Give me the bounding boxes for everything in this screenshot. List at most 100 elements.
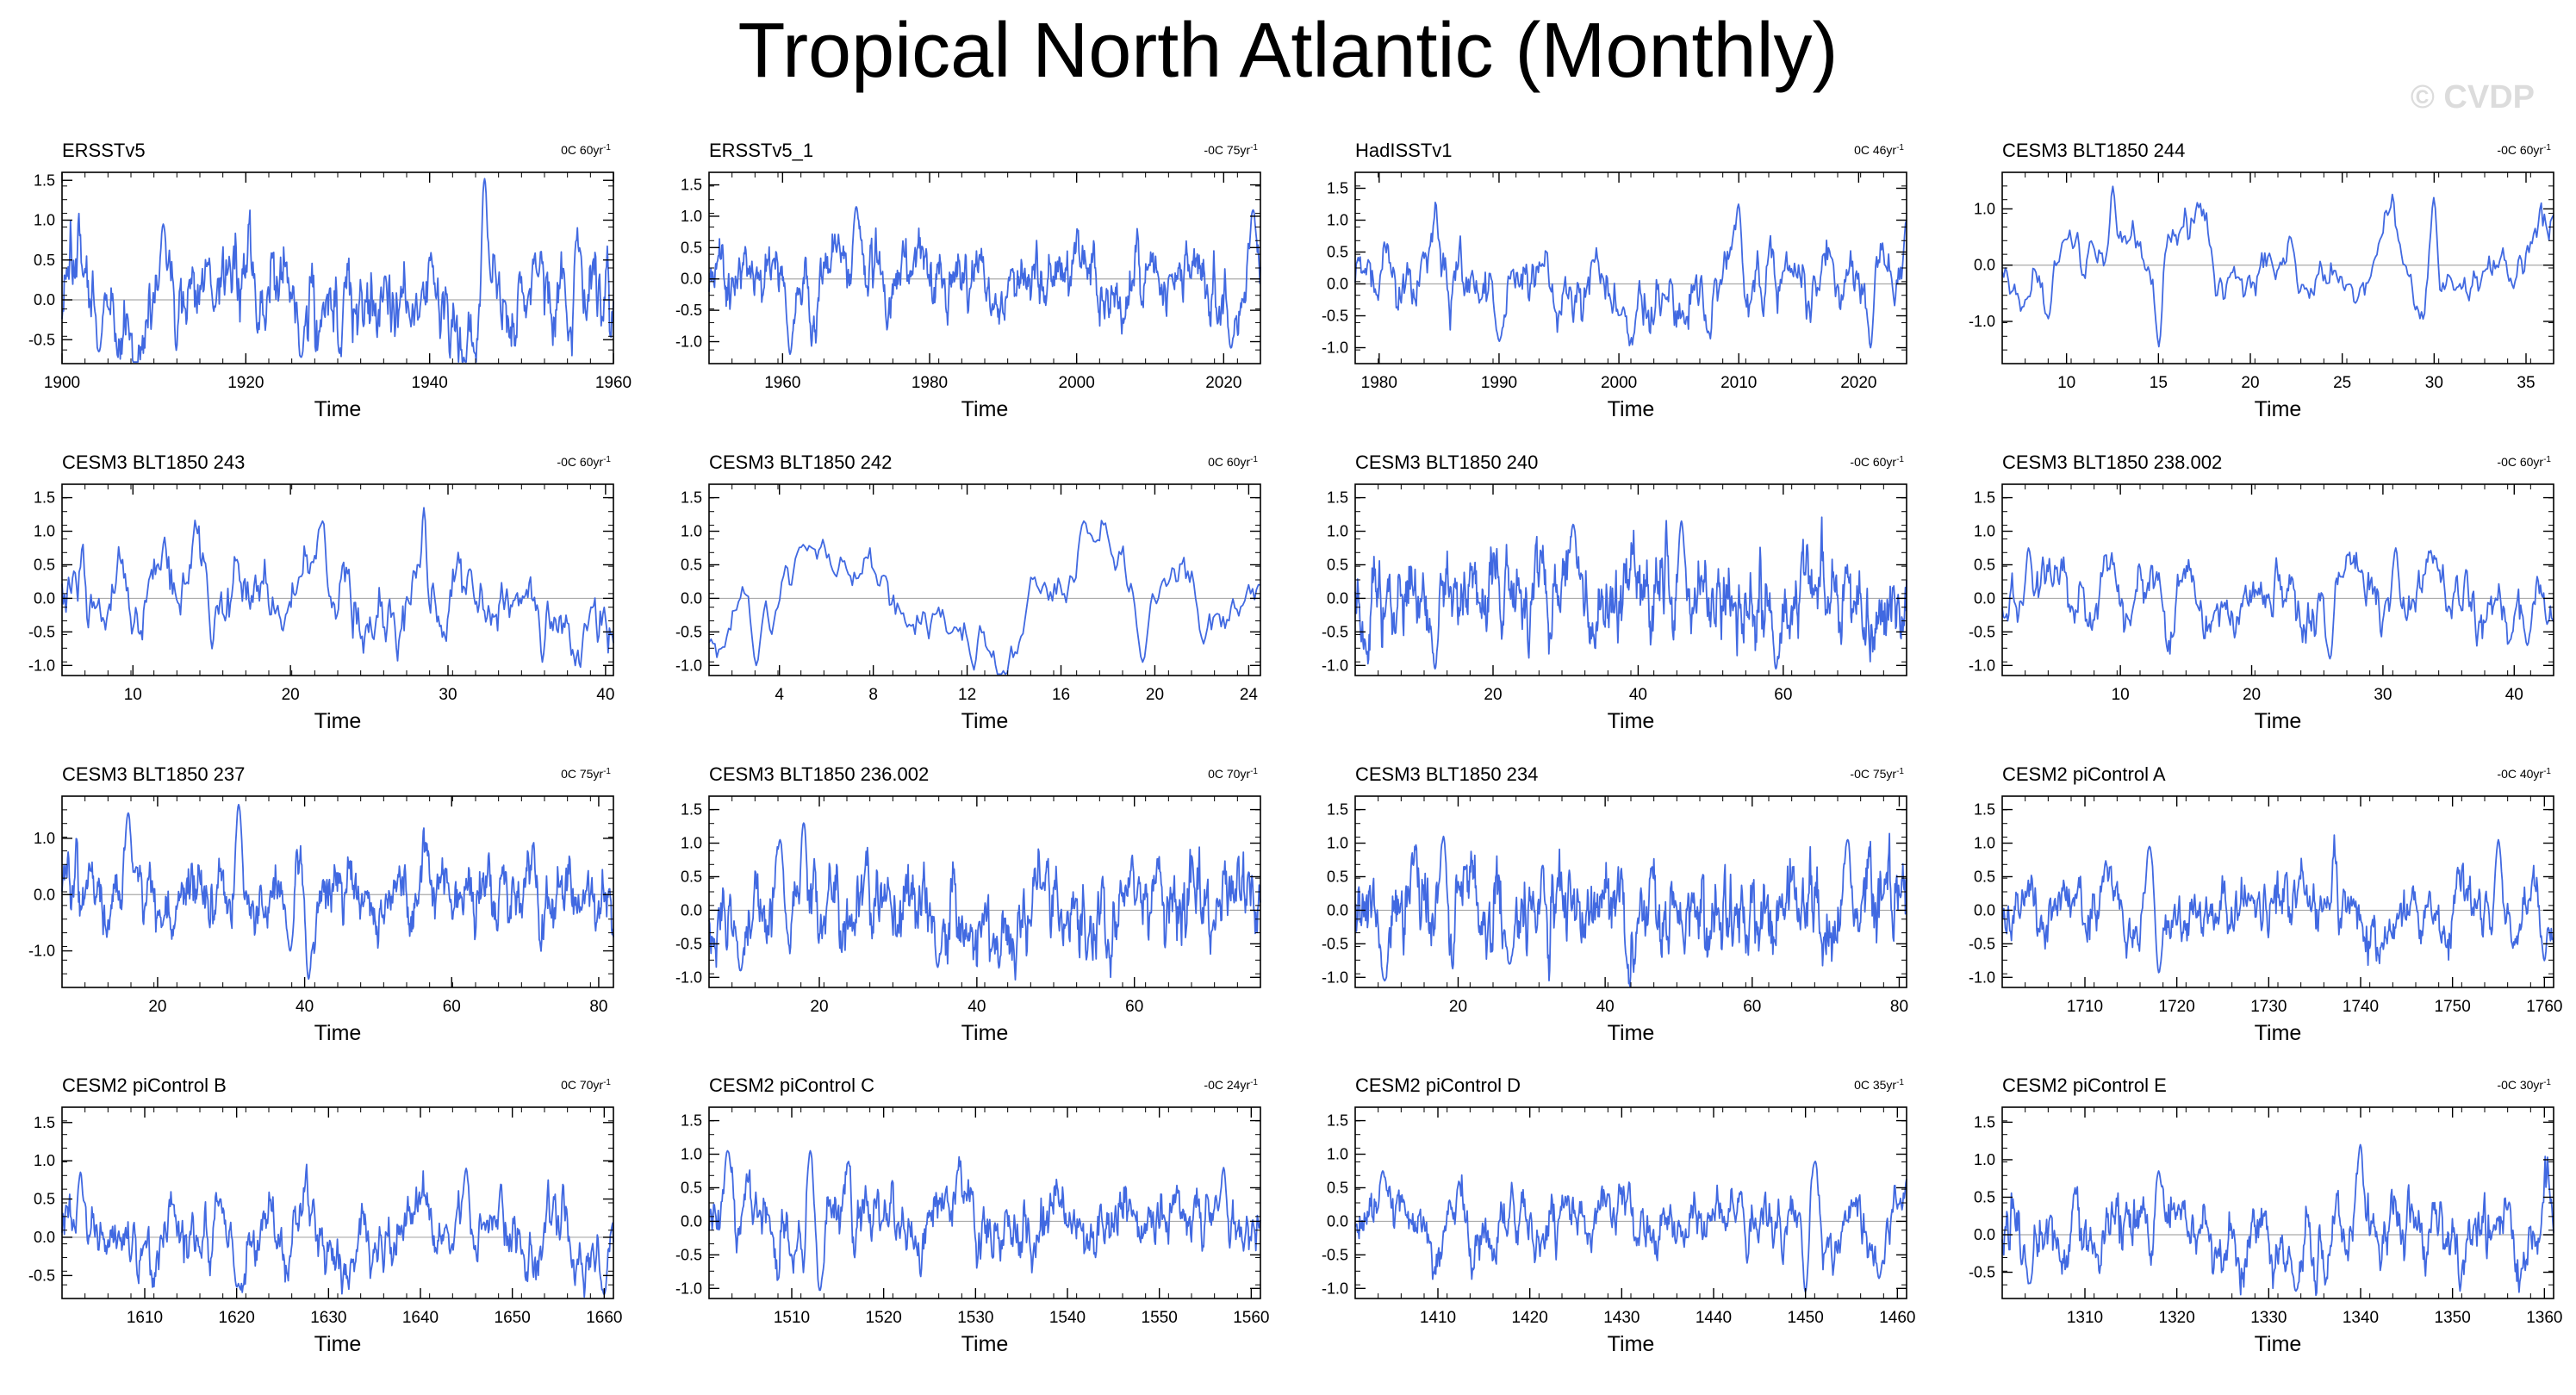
x-tick-label: 40 [2505, 686, 2523, 704]
y-tick-label: 1.5 [681, 801, 702, 819]
y-tick-label: -1.0 [1322, 657, 1348, 674]
y-tick-label: 1.5 [1974, 801, 1995, 819]
series-line [2001, 1143, 2554, 1297]
x-tick-label: 1760 [2526, 998, 2562, 1016]
x-tick-label: 1320 [2159, 1309, 2195, 1327]
x-tick-label: 20 [282, 686, 300, 704]
x-tick-label: 20 [810, 998, 828, 1016]
x-tick-label: 1640 [402, 1309, 439, 1327]
y-tick-label: 1.0 [34, 1152, 55, 1169]
x-tick-label: 1440 [1696, 1309, 1732, 1327]
x-tick-label: 1340 [2343, 1309, 2379, 1327]
y-tick-label: 1.0 [1327, 523, 1348, 540]
chart-panel: CESM2 piControl E -0C 30yr-1 1.5 1.0 0.5 0.0 -… [1969, 1074, 2563, 1356]
y-tick-label: 1.0 [1974, 200, 1995, 217]
trend-exponent: -1 [2543, 767, 2551, 776]
x-tick-label: 1750 [2435, 998, 2471, 1016]
trend-exponent: -1 [2543, 1078, 2551, 1087]
y-tick-label: 1.5 [34, 1114, 55, 1131]
trend-label: -0C 60yr-1 [557, 455, 611, 470]
x-axis-title: Time [314, 1021, 362, 1045]
panel-title: CESM3 BLT1850 244 [2002, 140, 2185, 161]
x-tick-label: 1360 [2526, 1309, 2562, 1327]
chart-panel: CESM2 piControl C -0C 24yr-1 1.5 1.0 0.5 0.0 -… [675, 1074, 1270, 1356]
y-tick-label: 1.5 [1974, 489, 1995, 507]
y-tick-label: 0.0 [681, 589, 702, 607]
trend-exponent: -1 [1250, 767, 1258, 776]
y-tick-label: 1.0 [681, 208, 702, 225]
x-tick-label: 1920 [227, 374, 264, 392]
y-tick-label: -0.5 [675, 302, 702, 319]
y-tick-label: -0.5 [1322, 623, 1348, 640]
trend-exponent: -1 [1250, 455, 1258, 464]
panel-title: CESM3 BLT1850 242 [709, 452, 892, 473]
x-tick-label: 1310 [2067, 1309, 2103, 1327]
x-tick-label: 40 [1596, 998, 1615, 1016]
watermark: © CVDP [2410, 79, 2535, 115]
x-axis-title: Time [1608, 1332, 1655, 1356]
x-tick-label: 1990 [1481, 374, 1517, 392]
x-tick-label: 4 [775, 686, 784, 704]
y-tick-label: 1.5 [681, 489, 702, 507]
x-tick-label: 1980 [1361, 374, 1397, 392]
trend-label: 0C 35yr-1 [1854, 1078, 1904, 1093]
x-tick-label: 10 [2112, 686, 2130, 704]
x-tick-label: 60 [1125, 998, 1143, 1016]
y-tick-label: -0.5 [1322, 308, 1348, 325]
y-tick-label: 1.5 [681, 177, 702, 194]
panel-title: ERSSTv5 [62, 140, 146, 161]
x-axis-title: Time [1608, 397, 1655, 421]
y-tick-label: -1.0 [1969, 313, 1995, 330]
chart-panel: CESM3 BLT1850 244 -0C 60yr-1 1.0 0.0 -1.0 10 1… [1969, 140, 2554, 421]
chart-panel: CESM2 piControl B 0C 70yr-1 1.5 1.0 0.5 0.0 -0… [28, 1074, 623, 1356]
x-tick-label: 24 [1240, 686, 1259, 704]
x-tick-label: 2020 [1205, 374, 1241, 392]
x-tick-label: 2020 [1840, 374, 1876, 392]
y-tick-label: 0.5 [34, 252, 55, 269]
x-tick-label: 1410 [1420, 1309, 1456, 1327]
plot-frame [61, 1106, 614, 1299]
x-tick-label: 1730 [2250, 998, 2287, 1016]
series-line [708, 520, 1261, 676]
x-tick-label: 1330 [2250, 1309, 2287, 1327]
x-tick-label: 1530 [957, 1309, 993, 1327]
y-tick-label: 1.5 [1974, 1113, 1995, 1130]
y-tick-label: -0.5 [675, 935, 702, 952]
trend-exponent: -1 [1250, 1078, 1258, 1087]
x-tick-label: 2000 [1059, 374, 1095, 392]
x-tick-label: 60 [1743, 998, 1761, 1016]
x-tick-label: 1900 [44, 374, 80, 392]
trend-exponent: -1 [1250, 143, 1258, 153]
y-tick-label: 0.0 [34, 291, 55, 308]
x-tick-label: 1650 [495, 1309, 531, 1327]
x-tick-label: 16 [1052, 686, 1070, 704]
y-tick-label: -0.5 [1969, 1264, 1995, 1281]
series-line [2001, 834, 2554, 974]
trend-label: 0C 70yr-1 [1208, 767, 1258, 782]
trend-exponent: -1 [603, 143, 611, 153]
chart-panel: CESM3 BLT1850 236.002 0C 70yr-1 1.5 1.0 0.5 0… [675, 763, 1261, 1045]
y-tick-label: -0.5 [1969, 623, 1995, 640]
panel-title: CESM3 BLT1850 243 [62, 452, 245, 473]
y-tick-label: 1.0 [1327, 212, 1348, 229]
x-tick-label: 80 [589, 998, 607, 1016]
x-tick-label: 30 [2425, 374, 2443, 392]
x-tick-label: 1420 [1512, 1309, 1548, 1327]
panel-title: CESM2 piControl E [2002, 1074, 2167, 1096]
y-tick-label: 0.5 [1974, 556, 1995, 573]
trend-exponent: -1 [603, 1078, 611, 1087]
y-tick-label: 1.5 [34, 489, 55, 507]
y-tick-label: -0.5 [675, 1246, 702, 1263]
y-tick-label: 0.0 [34, 589, 55, 607]
plot-frame [708, 1106, 1261, 1299]
series-line [61, 803, 614, 981]
trend-label: -0C 24yr-1 [1204, 1078, 1258, 1093]
chart-panel: CESM3 BLT1850 242 0C 60yr-1 1.5 1.0 0.5 0.0 -0… [675, 452, 1261, 733]
y-tick-label: 0.0 [1974, 1226, 1995, 1243]
x-tick-label: 1720 [2159, 998, 2195, 1016]
trend-label: 0C 46yr-1 [1854, 143, 1904, 158]
x-tick-label: 1740 [2343, 998, 2379, 1016]
x-tick-label: 80 [1890, 998, 1908, 1016]
trend-label: 0C 60yr-1 [1208, 455, 1258, 470]
x-tick-label: 10 [124, 686, 142, 704]
